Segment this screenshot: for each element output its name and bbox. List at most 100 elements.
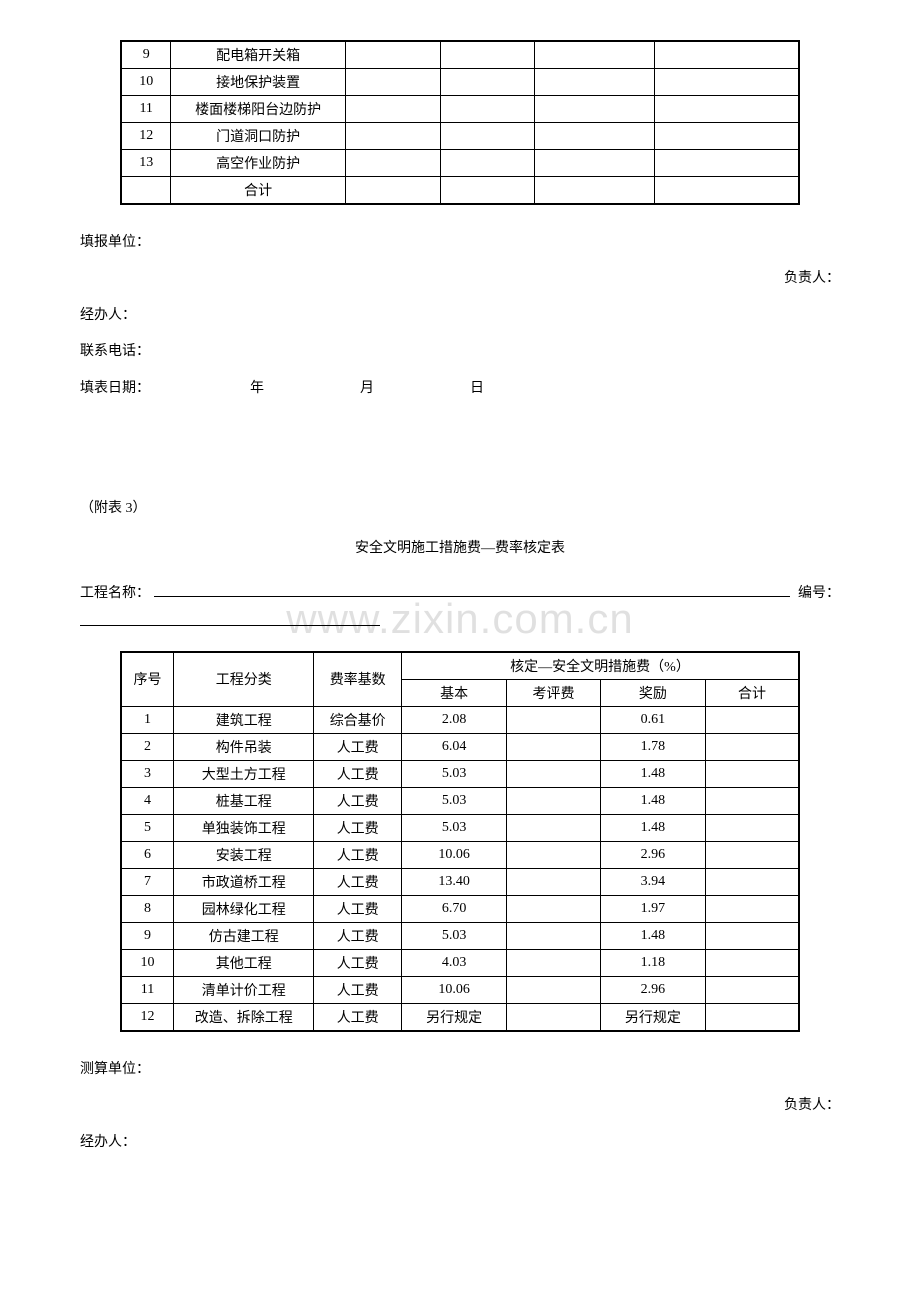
table-row: 11楼面楼梯阳台边防护 bbox=[121, 96, 799, 123]
label-serial: 编号： bbox=[798, 582, 840, 602]
table-cell bbox=[705, 895, 799, 922]
table-cell: 1.48 bbox=[600, 787, 705, 814]
table-cell: 1.48 bbox=[600, 814, 705, 841]
table-cell: 1 bbox=[121, 706, 174, 733]
table-cell: 门道洞口防护 bbox=[171, 123, 345, 150]
table-cell: 仿古建工程 bbox=[174, 922, 314, 949]
form-labels-1: 填报单位： 负责人： 经办人： 联系电话： 填表日期： 年 月 日 bbox=[80, 225, 840, 407]
label-handler-2: 经办人： bbox=[80, 1125, 840, 1161]
table-cell bbox=[507, 814, 601, 841]
table-row: 6安装工程人工费10.062.96 bbox=[121, 841, 799, 868]
table-cell bbox=[345, 150, 440, 177]
table-cell bbox=[507, 895, 601, 922]
table-cell bbox=[705, 949, 799, 976]
table-cell bbox=[705, 922, 799, 949]
table-cell bbox=[705, 787, 799, 814]
table-row: 9配电箱开关箱 bbox=[121, 41, 799, 69]
table-cell bbox=[654, 150, 799, 177]
table-cell: 人工费 bbox=[314, 841, 402, 868]
table-cell bbox=[507, 949, 601, 976]
th-total: 合计 bbox=[705, 679, 799, 706]
table-cell bbox=[440, 177, 535, 205]
label-year: 年 bbox=[160, 371, 270, 407]
table-cell: 人工费 bbox=[314, 868, 402, 895]
label-project-name: 工程名称： bbox=[80, 582, 150, 602]
table-cell: 10.06 bbox=[402, 976, 507, 1003]
table-cell: 13 bbox=[121, 150, 171, 177]
table-cell: 5 bbox=[121, 814, 174, 841]
table-cell: 单独装饰工程 bbox=[174, 814, 314, 841]
table-cell bbox=[705, 706, 799, 733]
table-cell: 4.03 bbox=[402, 949, 507, 976]
table-cell: 人工费 bbox=[314, 814, 402, 841]
table-row: 8园林绿化工程人工费6.701.97 bbox=[121, 895, 799, 922]
table-cell bbox=[654, 41, 799, 69]
table-cell bbox=[654, 96, 799, 123]
table-cell: 桩基工程 bbox=[174, 787, 314, 814]
table-row: 10其他工程人工费4.031.18 bbox=[121, 949, 799, 976]
table-cell: 6.04 bbox=[402, 733, 507, 760]
table-cell: 3 bbox=[121, 760, 174, 787]
underline-serial bbox=[80, 608, 380, 626]
th-eval: 考评费 bbox=[507, 679, 601, 706]
table-cell: 综合基价 bbox=[314, 706, 402, 733]
underline-project bbox=[154, 579, 790, 597]
table-cell bbox=[507, 760, 601, 787]
table-row: 12改造、拆除工程人工费另行规定另行规定 bbox=[121, 1003, 799, 1031]
table-cell: 人工费 bbox=[314, 895, 402, 922]
table-cell: 改造、拆除工程 bbox=[174, 1003, 314, 1031]
table-cell bbox=[440, 123, 535, 150]
table-rates: 序号 工程分类 费率基数 核定—安全文明措施费（%） 基本 考评费 奖励 合计 … bbox=[120, 651, 800, 1032]
table-cell: 7 bbox=[121, 868, 174, 895]
th-reward: 奖励 bbox=[600, 679, 705, 706]
table-cell bbox=[440, 150, 535, 177]
table-cell: 1.78 bbox=[600, 733, 705, 760]
table-row: 1建筑工程综合基价2.080.61 bbox=[121, 706, 799, 733]
table-row: 4桩基工程人工费5.031.48 bbox=[121, 787, 799, 814]
table-cell: 楼面楼梯阳台边防护 bbox=[171, 96, 345, 123]
table-cell: 人工费 bbox=[314, 976, 402, 1003]
table-cell: 8 bbox=[121, 895, 174, 922]
table-cell: 其他工程 bbox=[174, 949, 314, 976]
table-row: 2构件吊装人工费6.041.78 bbox=[121, 733, 799, 760]
table-cell: 人工费 bbox=[314, 949, 402, 976]
table-cell bbox=[654, 177, 799, 205]
table-cell bbox=[535, 123, 655, 150]
table-cell: 12 bbox=[121, 123, 171, 150]
th-cat: 工程分类 bbox=[174, 652, 314, 707]
table-cell: 建筑工程 bbox=[174, 706, 314, 733]
table-cell bbox=[535, 96, 655, 123]
table-row: 13高空作业防护 bbox=[121, 150, 799, 177]
table-cell: 2.96 bbox=[600, 841, 705, 868]
table-cell: 人工费 bbox=[314, 922, 402, 949]
th-idx: 序号 bbox=[121, 652, 174, 707]
label-report-unit: 填报单位： bbox=[80, 225, 840, 261]
table-cell: 接地保护装置 bbox=[171, 69, 345, 96]
table-cell: 高空作业防护 bbox=[171, 150, 345, 177]
table-cell bbox=[705, 1003, 799, 1031]
table-cell: 0.61 bbox=[600, 706, 705, 733]
table-cell: 配电箱开关箱 bbox=[171, 41, 345, 69]
table-cell: 10 bbox=[121, 69, 171, 96]
table-cell bbox=[440, 41, 535, 69]
table-cell: 10 bbox=[121, 949, 174, 976]
table-cell: 市政道桥工程 bbox=[174, 868, 314, 895]
table-cell: 人工费 bbox=[314, 1003, 402, 1031]
table-cell bbox=[507, 1003, 601, 1031]
table-cell bbox=[705, 733, 799, 760]
table-cell bbox=[345, 123, 440, 150]
table-cell bbox=[345, 177, 440, 205]
table-cell bbox=[705, 868, 799, 895]
table-cell bbox=[121, 177, 171, 205]
table-cell bbox=[705, 841, 799, 868]
table-cell: 人工费 bbox=[314, 760, 402, 787]
table-cell: 6 bbox=[121, 841, 174, 868]
label-fill-date: 填表日期： bbox=[80, 371, 160, 407]
table-cell bbox=[535, 41, 655, 69]
table-cell bbox=[705, 976, 799, 1003]
table-row: 合计 bbox=[121, 177, 799, 205]
table-cell bbox=[440, 96, 535, 123]
table-row: 5单独装饰工程人工费5.031.48 bbox=[121, 814, 799, 841]
th-base: 费率基数 bbox=[314, 652, 402, 707]
table-cell: 9 bbox=[121, 922, 174, 949]
